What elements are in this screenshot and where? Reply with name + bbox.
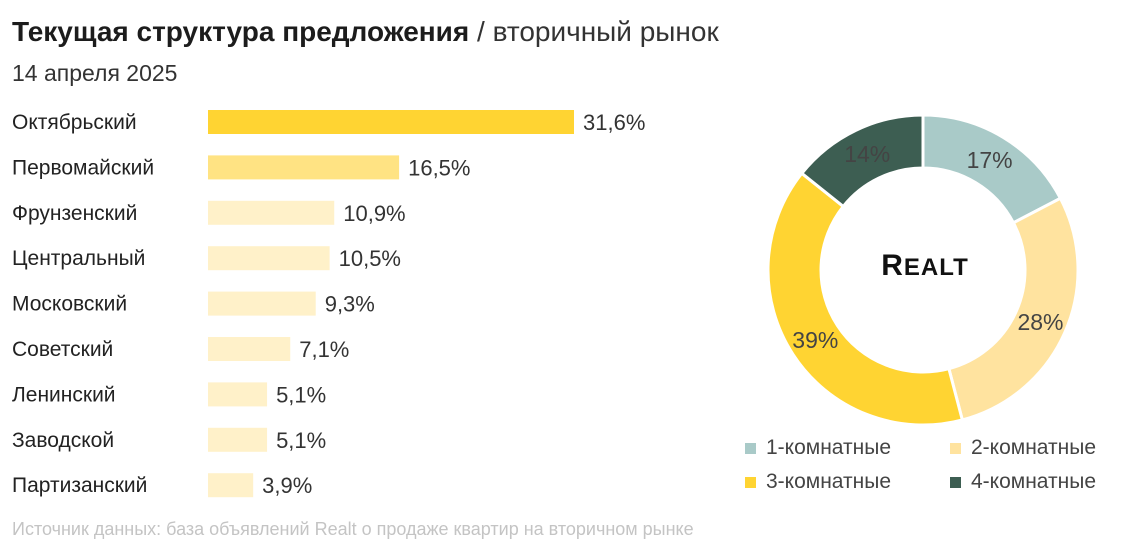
legend-label: 4-комнатные (971, 470, 1097, 493)
bar (208, 473, 254, 498)
bar-category-label: Советский (12, 338, 113, 361)
bar (208, 337, 291, 361)
chart-date: 14 апреля 2025 (12, 60, 178, 86)
chart-title: Текущая структура предложения / вторичны… (12, 16, 719, 48)
donut-slice-label: 17% (967, 147, 1013, 173)
district-bar-chart: Октябрьский 31,6% Первомайский 16,5% Фрунзен… (12, 110, 645, 498)
legend-swatch (745, 476, 756, 488)
bar-category-label: Октябрьский (12, 111, 137, 134)
bar-category-label: Фрунзенский (12, 202, 137, 225)
title-subtitle: вторичный рынок (492, 16, 719, 47)
legend-label: 1-комнатные (766, 436, 892, 459)
title-separator: / (477, 16, 485, 47)
bar-value-label: 10,9% (343, 201, 405, 226)
bar (208, 200, 335, 225)
bar-value-label: 16,5% (408, 155, 470, 180)
bar-value-label: 3,9% (262, 473, 312, 498)
bar (208, 291, 316, 316)
bar-value-label: 10,5% (339, 246, 401, 271)
logo-letter-r: R (881, 249, 904, 282)
legend-item: 1-комнатные (745, 436, 950, 460)
bar (208, 427, 268, 452)
bar-category-label: Партизанский (12, 474, 147, 497)
donut-slice (947, 196, 1080, 422)
bar-category-label: Центральный (12, 247, 145, 270)
legend-swatch (745, 442, 756, 454)
legend-swatch (950, 476, 961, 488)
donut-slice-label: 39% (792, 327, 838, 353)
bar-category-label: Ленинский (12, 383, 116, 406)
legend-item: 2-комнатные (950, 436, 1135, 460)
donut-slice-label: 28% (1017, 309, 1063, 335)
legend-label: 3-комнатные (766, 470, 892, 493)
bar (208, 382, 268, 407)
legend-item: 3-комнатные (745, 470, 950, 494)
legend-label: 2-комнатные (971, 436, 1097, 459)
bar-value-label: 9,3% (325, 292, 375, 317)
bar-value-label: 5,1% (276, 382, 326, 407)
legend-item: 4-комнатные (950, 470, 1135, 494)
bar (208, 110, 574, 134)
bar-category-label: Московский (12, 293, 127, 316)
donut-slice (766, 171, 965, 427)
source-note: Источник данных: база объявлений Realt о… (12, 519, 694, 539)
bar-category-label: Первомайский (12, 156, 154, 179)
title-main: Текущая структура предложения (12, 16, 470, 47)
donut-slice (799, 113, 925, 209)
room-count-donut-chart: 17% 28% 39% 14% (766, 113, 1080, 427)
bar-value-label: 7,1% (299, 337, 349, 362)
legend-swatch (950, 442, 961, 454)
bar-value-label: 5,1% (276, 428, 326, 453)
realt-logo: REALT (862, 249, 988, 283)
bar-value-label: 31,6% (583, 110, 645, 135)
donut-slice-label: 14% (844, 141, 890, 167)
logo-letters-ealt: EALT (903, 254, 969, 281)
bar-category-label: Заводской (12, 429, 114, 452)
bar (208, 155, 400, 180)
donut-legend: 1-комнатные 2-комнатные 3-комнатные 4-комна… (745, 436, 1135, 494)
bar (208, 246, 330, 271)
